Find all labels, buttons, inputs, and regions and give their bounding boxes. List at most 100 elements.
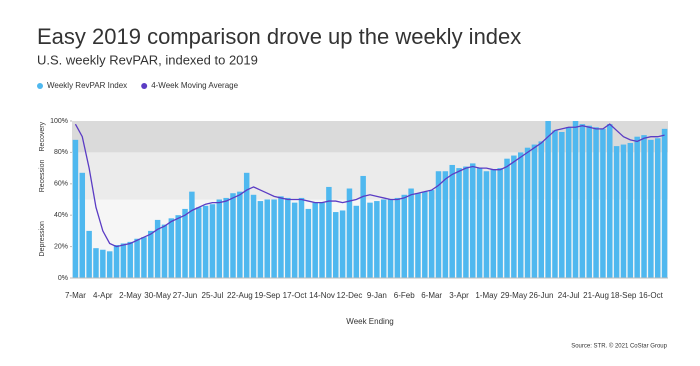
bar — [326, 186, 332, 278]
bar — [504, 158, 510, 278]
bar — [524, 147, 531, 278]
x-tick-label: 6-Mar — [421, 291, 442, 300]
bar — [408, 188, 414, 278]
bar — [319, 202, 325, 278]
bar — [374, 201, 380, 278]
bar — [93, 248, 99, 278]
source-note: Source: STR. © 2021 CoStar Group — [571, 343, 667, 350]
x-tick-label: 24-Jul — [558, 291, 580, 300]
y-tick-label: 0% — [58, 275, 68, 282]
band-label: Recession — [39, 160, 46, 193]
bar — [113, 245, 120, 278]
bar — [353, 205, 360, 278]
bar — [572, 121, 579, 278]
bar — [168, 218, 175, 278]
bar — [483, 171, 490, 278]
bar — [202, 205, 209, 278]
y-tick-label: 40% — [54, 212, 68, 219]
bar — [552, 130, 558, 278]
bar — [428, 190, 435, 278]
bar — [415, 193, 421, 278]
bar — [257, 201, 264, 278]
bar — [120, 243, 127, 278]
x-tick-label: 3-Apr — [449, 291, 469, 300]
x-tick-label: 9-Jan — [367, 291, 387, 300]
bar — [607, 124, 613, 278]
bar — [490, 169, 497, 278]
bar — [531, 144, 538, 278]
bar — [517, 152, 524, 278]
bar — [298, 197, 305, 278]
bar — [627, 142, 634, 278]
x-tick-label: 19-Sep — [254, 291, 280, 300]
bar — [216, 199, 223, 278]
band — [72, 121, 668, 153]
bar — [394, 197, 401, 278]
bar — [189, 191, 195, 278]
bar — [305, 208, 312, 278]
bar — [106, 251, 113, 278]
x-tick-label: 21-Aug — [583, 291, 609, 300]
x-tick-label: 14-Nov — [309, 291, 335, 300]
bar — [346, 188, 353, 278]
bar — [230, 193, 236, 278]
bar — [243, 172, 250, 278]
bar — [470, 163, 476, 278]
x-axis-label: Week Ending — [346, 317, 393, 326]
x-tick-label: 2-May — [119, 291, 141, 300]
bar — [100, 249, 106, 278]
x-tick-label: 7-Mar — [65, 291, 86, 300]
legend-label: 4-Week Moving Average — [151, 81, 238, 90]
bar — [134, 238, 140, 278]
bar — [442, 171, 449, 278]
bar — [264, 199, 270, 278]
bar — [72, 139, 79, 278]
bar — [497, 168, 503, 278]
bar — [476, 168, 483, 278]
band-label: Recovery — [39, 121, 46, 151]
band-label: Depression — [39, 221, 46, 257]
bar — [593, 127, 599, 278]
bar — [387, 199, 394, 278]
chart-title: Easy 2019 comparison drove up the weekly… — [37, 24, 521, 49]
bar — [360, 175, 366, 278]
bar — [435, 171, 442, 278]
bar — [559, 131, 565, 278]
bar — [333, 212, 339, 278]
bar — [223, 197, 229, 278]
bar — [634, 136, 640, 278]
bar — [654, 138, 661, 278]
x-tick-label: 22-Aug — [227, 291, 253, 300]
bar — [511, 155, 517, 278]
x-tick-label: 30-May — [144, 291, 171, 300]
bar — [380, 199, 387, 278]
bar — [367, 202, 373, 278]
bar — [456, 168, 462, 278]
bar — [579, 124, 586, 278]
x-tick-label: 12-Dec — [337, 291, 363, 300]
bar — [600, 128, 606, 278]
bar — [209, 204, 216, 278]
y-tick-label: 100% — [50, 118, 68, 125]
bar — [175, 215, 181, 278]
bar — [613, 146, 620, 278]
x-tick-label: 17-Oct — [283, 291, 308, 300]
bar — [661, 128, 668, 278]
chart-subtitle: U.S. weekly RevPAR, indexed to 2019 — [37, 52, 258, 67]
bar — [545, 121, 551, 278]
x-tick-label: 6-Feb — [394, 291, 415, 300]
legend-marker — [141, 83, 148, 89]
bar — [154, 219, 161, 278]
x-tick-label: 1-May — [475, 291, 497, 300]
bar — [79, 172, 86, 278]
bar — [641, 135, 647, 278]
legend-marker — [37, 83, 43, 89]
bar — [141, 237, 147, 278]
bar — [250, 194, 257, 278]
legend-label: Weekly RevPAR Index — [47, 81, 127, 90]
bar — [195, 207, 202, 278]
line — [74, 123, 665, 248]
band — [72, 152, 668, 200]
bar — [291, 202, 298, 278]
bar — [312, 202, 318, 278]
